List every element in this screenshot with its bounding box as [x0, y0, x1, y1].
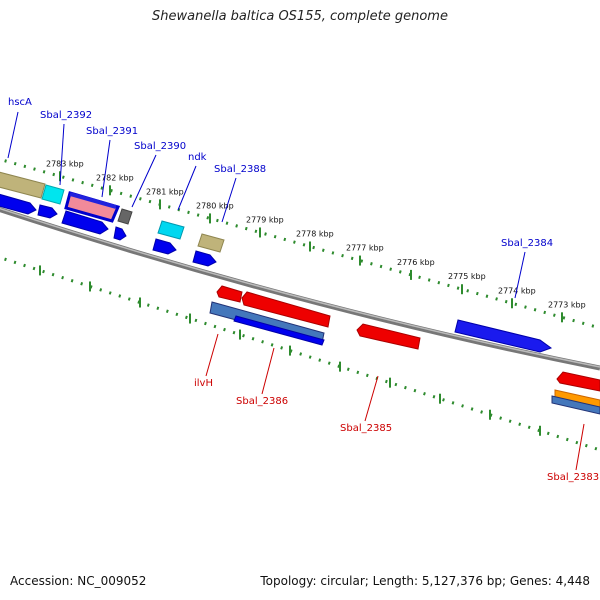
scale-label: 2781 kbp — [146, 187, 184, 196]
gene-sbal-2390[interactable] — [157, 220, 185, 240]
gene-hscA[interactable] — [0, 171, 46, 199]
map-title: Shewanella baltica OS155, complete genom… — [152, 9, 448, 24]
gene-small-gray[interactable] — [117, 208, 133, 225]
genome-backbone — [0, 206, 600, 371]
gene-label-ndk[interactable]: ndk — [188, 152, 207, 163]
reverse-genes — [209, 285, 600, 415]
gene-label-sbal-2391[interactable]: Sbal_2391 — [86, 126, 138, 137]
gene-label-sbal-2388[interactable]: Sbal_2388 — [214, 164, 266, 175]
scale-label: 2775 kbp — [448, 272, 486, 281]
gene-sbal-2383-blue[interactable] — [551, 395, 600, 415]
gene-reverse-small[interactable] — [216, 285, 243, 303]
scale-label: 2776 kbp — [397, 258, 435, 267]
scale-label: 2773 kbp — [548, 300, 586, 309]
scale-label: 2778 kbp — [296, 230, 334, 239]
genome-summary: Topology: circular; Length: 5,127,376 bp… — [260, 574, 590, 588]
gene-sbal-2388[interactable] — [197, 233, 225, 253]
gene-label-ilvH[interactable]: ilvH — [194, 378, 213, 389]
gene-label-sbal-2386[interactable]: Sbal_2386 — [236, 396, 288, 407]
gene-sbal-2383-orange[interactable] — [554, 389, 600, 409]
gene-label-sbal-2384[interactable]: Sbal_2384 — [501, 238, 553, 249]
gene-sbal-2391b — [69, 192, 117, 209]
gene-sbal-2386[interactable] — [233, 315, 325, 346]
gene-label-hscA[interactable]: hscA — [8, 97, 32, 108]
scale-label: 2782 kbp — [96, 173, 134, 182]
gene-label-sbal-2390[interactable]: Sbal_2390 — [134, 141, 186, 152]
gene-sbal-2384[interactable] — [454, 319, 553, 353]
accession-text: Accession: NC_009052 — [10, 574, 147, 588]
label-leaders — [7, 111, 585, 471]
gene-sbal-2392[interactable] — [41, 184, 65, 205]
scale-label: 2777 kbp — [346, 244, 384, 253]
gene-labels: hscA Sbal_2392 Sbal_2391 Sbal_2390 ndk S… — [8, 97, 599, 483]
scale-label: 2779 kbp — [246, 215, 284, 224]
scale-labels: 2783 kbp 2782 kbp 2781 kbp 2780 kbp 2779 kbp… — [39, 159, 586, 436]
gene-label-sbal-2385[interactable]: Sbal_2385 — [340, 423, 392, 434]
gene-label-sbal-2392[interactable]: Sbal_2392 — [40, 110, 92, 121]
scale-label: 2783 kbp — [46, 159, 84, 168]
forward-genes — [0, 171, 553, 353]
gene-sbal-2383-red[interactable] — [556, 371, 600, 392]
gene-sbal-2385[interactable] — [356, 323, 421, 350]
gene-sbal-2386-red[interactable] — [241, 291, 331, 328]
scale-label: 2780 kbp — [196, 201, 234, 210]
gene-label-sbal-2383[interactable]: Sbal_2383 — [547, 472, 599, 483]
